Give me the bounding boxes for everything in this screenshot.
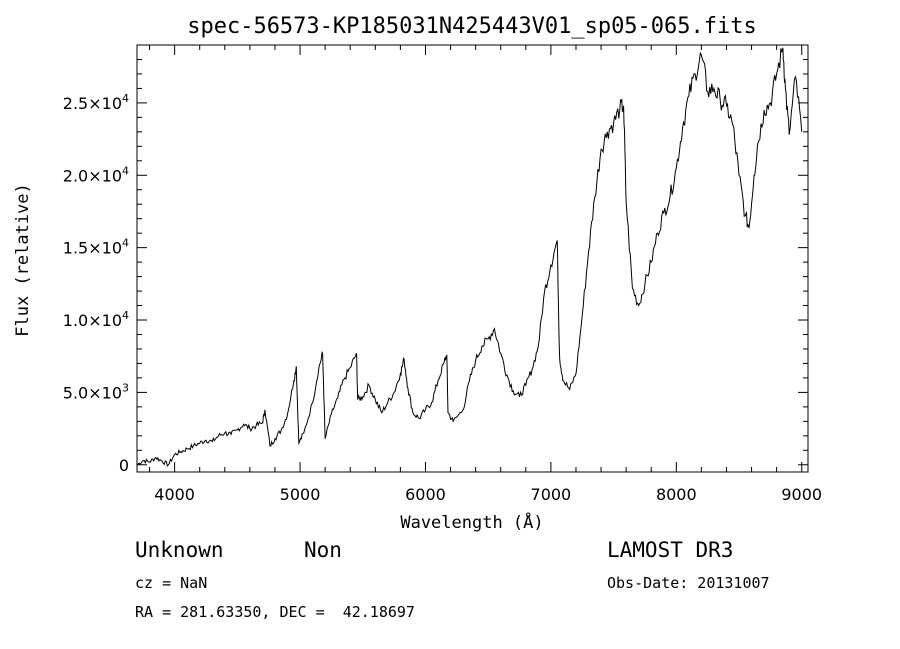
x-axis-label: Wavelength (Å) bbox=[400, 511, 543, 533]
obs-date: Obs-Date: 20131007 bbox=[607, 574, 770, 592]
coordinates-text: RA = 281.63350, DEC = 42.18697 bbox=[135, 603, 415, 621]
x-tick-label: 6000 bbox=[405, 485, 446, 504]
object-subclass: Non bbox=[304, 538, 342, 562]
y-tick-label: 5.0×103 bbox=[63, 381, 129, 402]
y-tick-label: 0 bbox=[119, 456, 129, 475]
y-axis-ticks: 0 5.0×103 1.0×104 1.5×104 2.0×104 2.5×104 bbox=[63, 44, 808, 475]
redshift-text: cz = NaN bbox=[135, 574, 208, 592]
y-axis-label: Flux (relative) bbox=[13, 183, 33, 337]
chart-title: spec-56573-KP185031N425443V01_sp05-065.f… bbox=[187, 14, 757, 39]
spectrum-line bbox=[136, 47, 803, 467]
x-tick-label: 4000 bbox=[154, 485, 195, 504]
x-tick-label: 9000 bbox=[781, 485, 822, 504]
plot-frame bbox=[136, 44, 809, 473]
x-tick-label: 8000 bbox=[656, 485, 697, 504]
survey-name: LAMOST DR3 bbox=[607, 538, 734, 562]
y-tick-label: 2.0×104 bbox=[63, 164, 129, 185]
y-tick-label: 2.5×104 bbox=[63, 92, 129, 113]
x-axis-ticks: 4000 5000 6000 7000 8000 9000 bbox=[149, 45, 822, 504]
x-tick-label: 5000 bbox=[280, 485, 321, 504]
x-tick-label: 7000 bbox=[531, 485, 572, 504]
object-class: Unknown bbox=[135, 538, 224, 562]
y-tick-label: 1.0×104 bbox=[63, 309, 129, 330]
y-tick-label: 1.5×104 bbox=[63, 237, 129, 258]
